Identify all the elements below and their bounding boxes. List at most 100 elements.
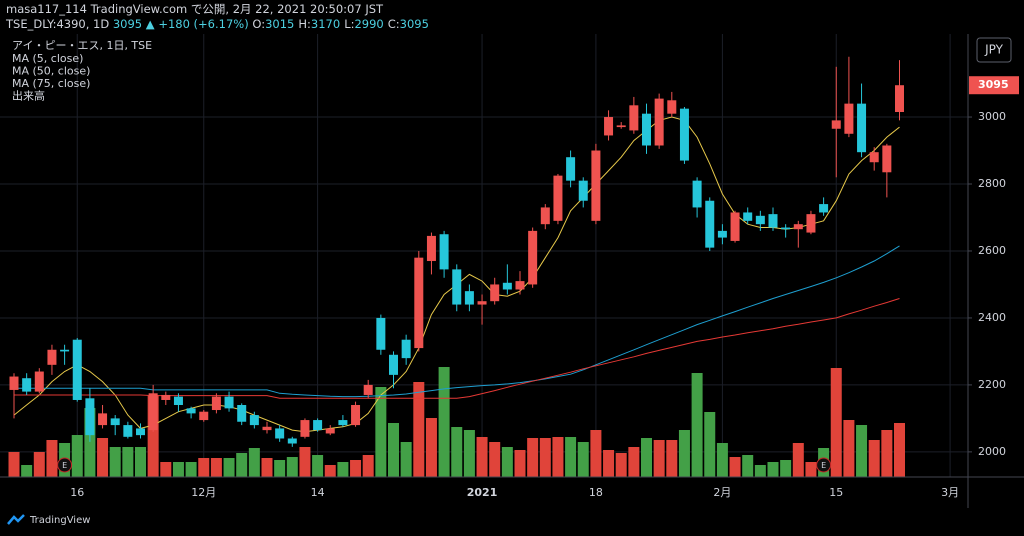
symbol-line: TSE_DLY:4390, 1D 3095 ▲ +180 (+6.17%) O:… [6, 17, 433, 32]
volume-bar [425, 418, 437, 477]
candle-body [287, 438, 297, 444]
volume-bar [527, 438, 539, 477]
candle-body [262, 426, 272, 431]
volume-bar [388, 423, 399, 477]
candle-body [186, 408, 196, 414]
candle-body [705, 200, 715, 248]
candle-body [401, 339, 411, 359]
candle-body [313, 420, 323, 431]
candle-body [755, 215, 765, 225]
footer: TradingView [6, 513, 90, 527]
ohlc-value: 3170 [310, 17, 341, 31]
volume-bar [894, 423, 905, 477]
candle-body [414, 257, 424, 349]
candle-body [515, 281, 525, 290]
candle-body [566, 157, 576, 181]
brand: TradingView [30, 514, 91, 526]
candle-body [654, 98, 664, 146]
candle-body [553, 175, 563, 221]
volume-bar [97, 438, 109, 477]
volume-bar [590, 430, 602, 477]
candle-body [591, 150, 601, 221]
volume-bar [868, 440, 880, 477]
volume-bar [362, 455, 374, 477]
volume-bar [463, 430, 475, 477]
volume-bar [641, 438, 652, 477]
volume-bar [514, 450, 526, 477]
event-marker [57, 457, 73, 473]
volume-bar [780, 460, 792, 477]
volume-bar [678, 430, 690, 477]
volume-bar [210, 458, 222, 477]
volume-bar [666, 440, 678, 477]
logo [7, 514, 25, 525]
candle-body [60, 349, 70, 352]
candle-body [325, 428, 335, 434]
currency-box[interactable] [976, 37, 1012, 63]
volume-bar [236, 453, 248, 477]
volume-bar [565, 437, 577, 477]
x-tick-label: 18 [589, 486, 603, 499]
volume-bar [109, 447, 121, 477]
currency: JPY [984, 43, 1004, 57]
candle-body [490, 284, 500, 302]
candle-body [768, 214, 778, 228]
ma-line [14, 245, 900, 398]
event-label: E [821, 461, 826, 470]
candle-body [439, 234, 449, 270]
volume-bar [274, 460, 286, 477]
volume-bar [742, 455, 754, 477]
y-tick-label: 3000 [978, 110, 1006, 123]
volume-bar [476, 437, 488, 477]
candle-body [477, 301, 487, 305]
volume-bar [691, 373, 703, 477]
candle-body [540, 207, 550, 225]
volume-bar [172, 462, 184, 477]
candle-body [730, 212, 740, 241]
candle-body [604, 117, 614, 136]
candle-body [199, 411, 209, 421]
header: masa117_114 TradingView.com で公開, 2月 22, … [6, 2, 433, 32]
candle-body [844, 103, 854, 134]
candle-body [389, 354, 398, 375]
volume-bar [628, 447, 640, 477]
volume-bar [413, 382, 425, 477]
candle-body [667, 100, 677, 114]
candle-body [351, 405, 361, 426]
volume-bar [501, 447, 513, 477]
volume-bar [286, 457, 298, 477]
volume-bar [729, 457, 741, 477]
candle-body [831, 120, 841, 129]
candle-body [300, 420, 310, 437]
arrow: ▲ [145, 17, 155, 31]
grid [0, 34, 968, 477]
candle-body [173, 396, 183, 406]
volume-bar [400, 442, 412, 477]
candle-body [47, 349, 57, 365]
volume-bar [223, 458, 235, 477]
candle-body [22, 378, 32, 392]
x-tick-label: 12月 [191, 486, 216, 499]
volume-bar [830, 368, 842, 477]
volume-bar [312, 455, 324, 477]
volume-bar [856, 425, 868, 477]
candle-body [806, 214, 816, 233]
volume-bar [185, 462, 197, 477]
ohlc-label: H: [298, 17, 311, 31]
ohlc-label: C: [387, 17, 400, 31]
volume-bar [350, 460, 362, 477]
candle-body [426, 235, 436, 262]
x-tick-label: 15 [829, 486, 843, 499]
volume-bar [438, 367, 450, 477]
candle-body [578, 180, 588, 201]
volume-bar [261, 458, 273, 477]
y-tick-label: 2200 [978, 378, 1006, 391]
legend-instrument: アイ・ピー・エス, 1日, TSE [12, 39, 152, 52]
candle-body [692, 180, 702, 208]
volume-bar [248, 448, 260, 477]
candle-body [452, 269, 462, 305]
candle-body [275, 428, 285, 439]
candle-body [642, 113, 651, 146]
